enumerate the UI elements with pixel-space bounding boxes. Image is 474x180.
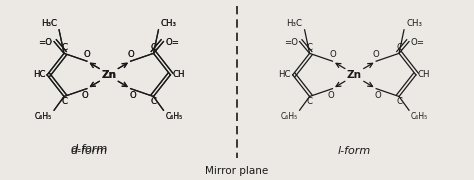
Text: C₆H₅: C₆H₅ bbox=[35, 112, 52, 121]
Text: CH: CH bbox=[173, 70, 185, 79]
Text: C: C bbox=[396, 43, 402, 52]
Text: HC: HC bbox=[33, 70, 45, 79]
Text: Zn: Zn bbox=[101, 70, 116, 80]
Text: C₆H₅: C₆H₅ bbox=[165, 112, 182, 121]
Text: Zn: Zn bbox=[347, 70, 362, 80]
Text: CH₃: CH₃ bbox=[161, 19, 176, 28]
Text: C: C bbox=[396, 97, 402, 106]
Text: C: C bbox=[61, 97, 67, 106]
Text: l-form: l-form bbox=[337, 147, 371, 156]
Text: O: O bbox=[83, 50, 90, 59]
Text: C: C bbox=[150, 97, 156, 106]
Text: O: O bbox=[83, 50, 90, 59]
Text: C: C bbox=[61, 43, 67, 52]
Text: =O: =O bbox=[38, 38, 52, 47]
Text: HC: HC bbox=[278, 70, 291, 79]
Text: C₆H₅: C₆H₅ bbox=[35, 112, 52, 121]
Text: C₆H₅: C₆H₅ bbox=[281, 112, 298, 121]
Text: CH₃: CH₃ bbox=[406, 19, 422, 28]
Text: C: C bbox=[150, 43, 156, 52]
Text: O: O bbox=[329, 50, 336, 59]
Text: H₃C: H₃C bbox=[41, 19, 57, 28]
Text: C: C bbox=[150, 43, 156, 52]
Text: O=: O= bbox=[165, 38, 180, 47]
Text: C₆H₅: C₆H₅ bbox=[165, 112, 182, 121]
Text: H₃C: H₃C bbox=[287, 19, 302, 28]
Text: CH₃: CH₃ bbox=[161, 19, 176, 28]
Text: =O: =O bbox=[38, 38, 52, 47]
Text: Mirror plane: Mirror plane bbox=[205, 166, 269, 176]
Text: C: C bbox=[61, 43, 67, 52]
Text: O: O bbox=[127, 50, 134, 59]
Text: O: O bbox=[82, 91, 88, 100]
Text: C: C bbox=[61, 97, 67, 106]
Text: C: C bbox=[150, 97, 156, 106]
Text: d-form: d-form bbox=[70, 143, 108, 154]
Text: =O: =O bbox=[283, 38, 298, 47]
Text: C: C bbox=[307, 43, 312, 52]
Text: CH: CH bbox=[173, 70, 185, 79]
Text: O: O bbox=[129, 91, 136, 100]
Text: C₆H₅: C₆H₅ bbox=[411, 112, 428, 121]
Text: CH: CH bbox=[418, 70, 430, 79]
Text: O: O bbox=[373, 50, 380, 59]
Text: O=: O= bbox=[411, 38, 425, 47]
Text: O=: O= bbox=[165, 38, 180, 47]
Text: C: C bbox=[307, 97, 312, 106]
Text: O: O bbox=[327, 91, 334, 100]
Text: d-form: d-form bbox=[70, 147, 108, 156]
Text: O: O bbox=[82, 91, 88, 100]
Text: O: O bbox=[127, 50, 134, 59]
Text: O: O bbox=[129, 91, 136, 100]
Text: Zn: Zn bbox=[101, 70, 116, 80]
Text: H₃C: H₃C bbox=[41, 19, 57, 28]
Text: HC: HC bbox=[33, 70, 45, 79]
Text: O: O bbox=[375, 91, 382, 100]
